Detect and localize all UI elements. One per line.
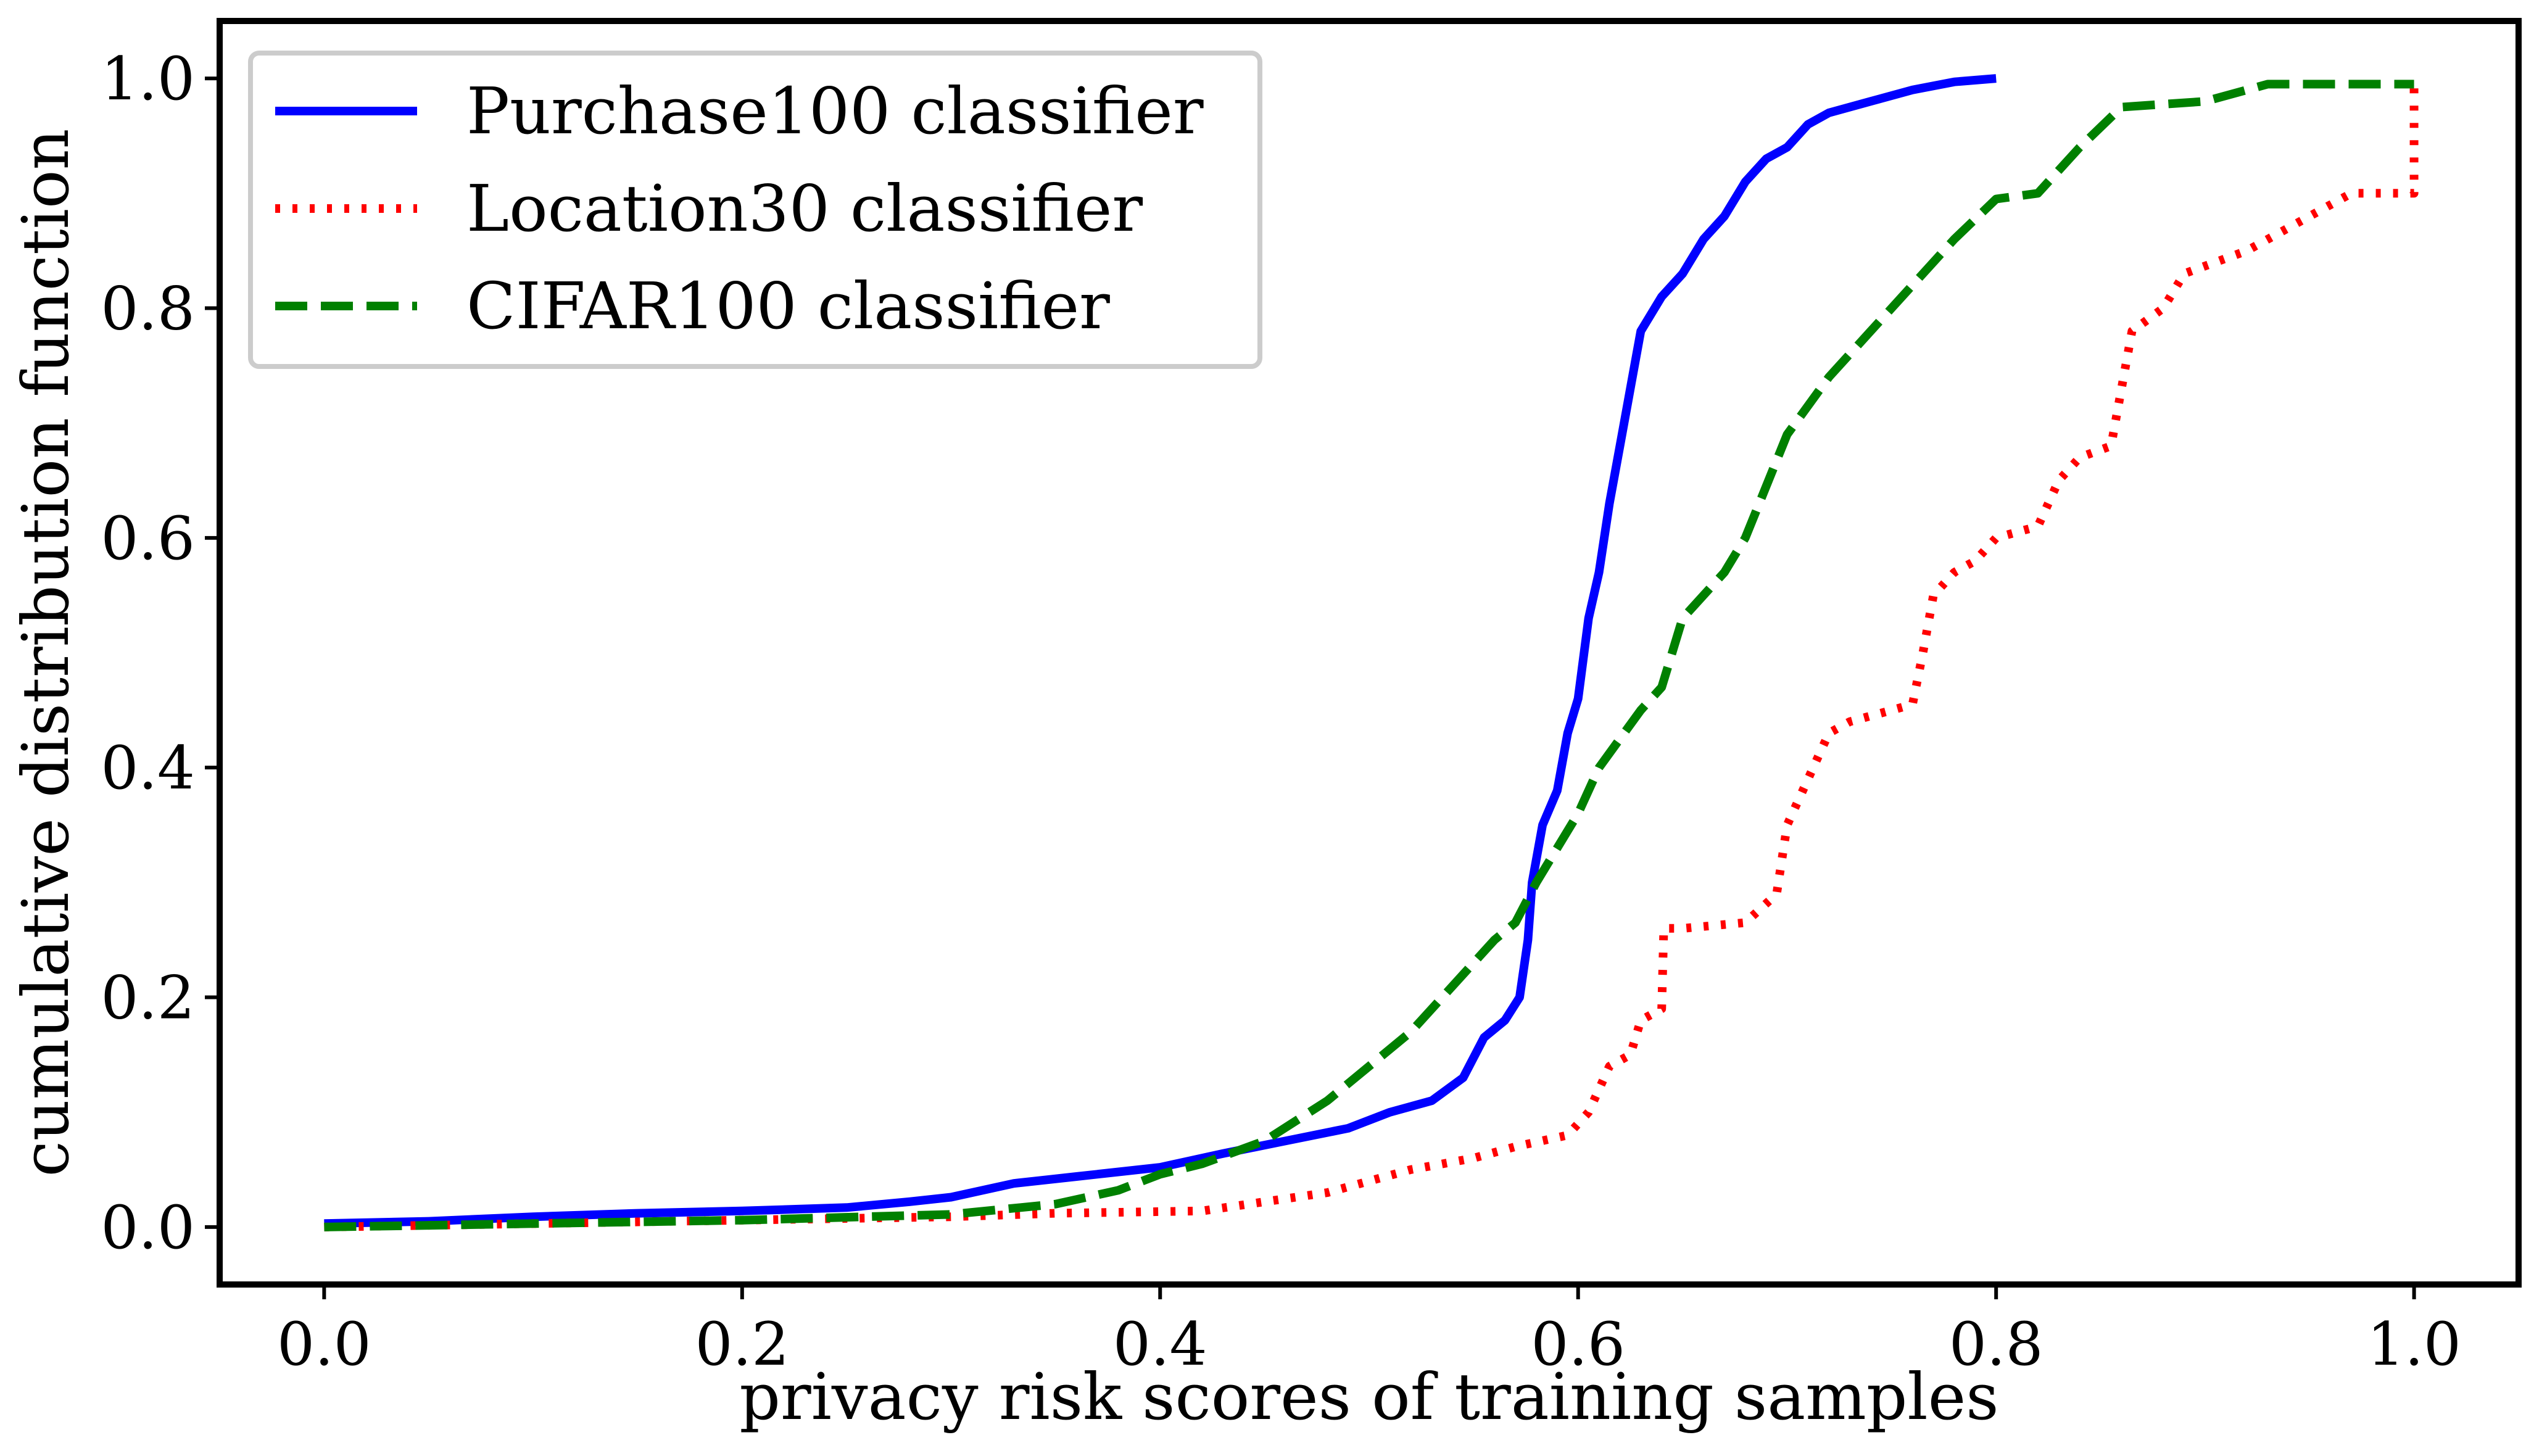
x-axis: 0.0 0.2 0.4 0.6 0.8 1.0 bbox=[277, 1284, 2461, 1379]
x-tick-label: 0.0 bbox=[277, 1310, 371, 1379]
y-tick-label: 1.0 bbox=[101, 44, 195, 114]
legend-label-1: Purchase100 classifier bbox=[466, 73, 1204, 149]
y-tick-label: 0.6 bbox=[101, 504, 195, 573]
y-tick-label: 0.8 bbox=[101, 274, 195, 343]
y-tick-label: 0.4 bbox=[101, 734, 195, 803]
x-axis-title: privacy risk scores of training samples bbox=[739, 1359, 1998, 1434]
x-tick-label: 0.6 bbox=[1531, 1310, 1625, 1379]
x-tick-label: 0.2 bbox=[695, 1310, 789, 1379]
series-line-2 bbox=[324, 78, 2419, 1231]
legend-box bbox=[248, 51, 1262, 369]
legend-label-2: Location30 classifier bbox=[466, 171, 1143, 246]
series-line-3 bbox=[324, 80, 2414, 1231]
x-tick-label: 0.4 bbox=[1113, 1310, 1207, 1379]
y-tick-label: 0.0 bbox=[101, 1193, 195, 1262]
x-tick-label: 0.8 bbox=[1949, 1310, 2043, 1379]
plot-frame bbox=[217, 18, 2522, 1288]
legend: Purchase100 classifier Location30 classif… bbox=[248, 51, 1262, 369]
y-axis-title: cumulative distribution function bbox=[8, 128, 83, 1177]
y-axis: 0.0 0.2 0.4 0.6 0.8 1.0 bbox=[101, 44, 220, 1262]
series-line-1 bbox=[324, 74, 1997, 1228]
plot-area bbox=[324, 74, 2419, 1231]
legend-label-3: CIFAR100 classifier bbox=[466, 268, 1110, 344]
y-tick-label: 0.2 bbox=[101, 964, 195, 1033]
x-tick-label: 1.0 bbox=[2367, 1310, 2461, 1379]
